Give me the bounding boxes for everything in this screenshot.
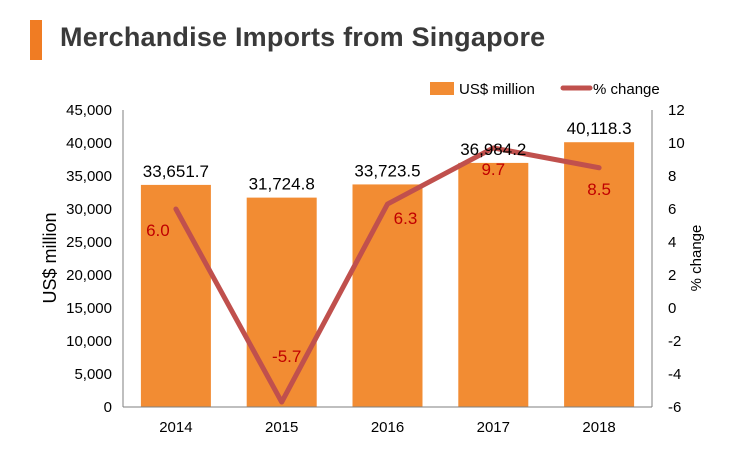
x-tick-label: 2018 xyxy=(582,419,615,436)
pct-value-label: 6.3 xyxy=(394,209,418,228)
y-tick-label: 45,000 xyxy=(66,102,112,119)
y-tick-label: 20,000 xyxy=(66,267,112,284)
bar-2014 xyxy=(140,184,211,407)
bar-2017 xyxy=(458,162,529,407)
pct-change-line xyxy=(173,145,602,405)
pct-value-label: 6.0 xyxy=(146,221,170,240)
bar-value-label: 31,724.8 xyxy=(249,175,315,194)
pct-value-label: 8.5 xyxy=(587,180,611,199)
y-tick-label: 10,000 xyxy=(66,333,112,350)
y2-tick-label: -2 xyxy=(668,333,681,350)
y2-tick-label: 6 xyxy=(668,201,676,218)
chart-title: Merchandise Imports from Singapore xyxy=(60,22,546,52)
bar-value-label: 40,118.3 xyxy=(567,119,632,138)
bar-2015 xyxy=(246,197,317,407)
x-tick-label: 2016 xyxy=(371,419,404,436)
legend: US$ million % change xyxy=(430,81,660,98)
y2-tick-label: 10 xyxy=(668,135,685,152)
y-tick-label: 35,000 xyxy=(66,168,112,185)
y-tick-label: 5,000 xyxy=(74,366,112,383)
bar-value-label: 33,651.7 xyxy=(143,162,209,181)
bar-value-label: 33,723.5 xyxy=(354,161,420,180)
legend-bar-label: US$ million xyxy=(459,81,535,98)
bar-value-label: 36,984.2 xyxy=(460,140,526,159)
bar-2016 xyxy=(352,184,423,407)
y-tick-label: 15,000 xyxy=(66,300,112,317)
y-axis-label: US$ million xyxy=(40,212,60,303)
y2-tick-label: 0 xyxy=(668,300,676,317)
pct-value-label: 9.7 xyxy=(481,160,505,179)
y2-tick-label: 8 xyxy=(668,168,676,185)
y2-tick-label: 4 xyxy=(668,234,676,251)
x-tick-label: 2015 xyxy=(265,419,298,436)
y2-axis-label: % change xyxy=(688,225,705,292)
legend-line-label: % change xyxy=(593,81,660,98)
pct-value-label: -5.7 xyxy=(272,347,301,366)
y-tick-label: 30,000 xyxy=(66,201,112,218)
x-tick-label: 2014 xyxy=(159,419,192,436)
y-tick-label: 40,000 xyxy=(66,135,112,152)
y2-tick-label: 2 xyxy=(668,267,676,284)
y2-tick-label: -4 xyxy=(668,366,681,383)
title-accent-bar xyxy=(30,20,42,60)
y-tick-label: 0 xyxy=(104,399,112,416)
y2-tick-label: -6 xyxy=(668,399,681,416)
legend-bar-swatch xyxy=(430,82,454,95)
bar-2018 xyxy=(564,142,635,407)
x-tick-label: 2017 xyxy=(477,419,510,436)
plot-area: 0 5,000 10,000 15,000 20,000 25,000 30,000 35,0… xyxy=(66,102,685,436)
y2-tick-label: 12 xyxy=(668,102,685,119)
y-tick-label: 25,000 xyxy=(66,234,112,251)
